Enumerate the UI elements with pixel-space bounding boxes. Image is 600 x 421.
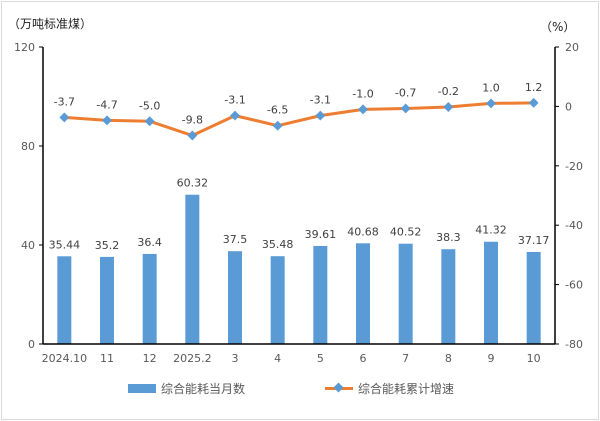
legend-item-bar: 综合能耗当月数 bbox=[128, 380, 245, 397]
bar-data-label: 37.5 bbox=[223, 233, 248, 246]
line-data-label: -0.7 bbox=[395, 86, 416, 99]
bar bbox=[185, 194, 200, 344]
bar bbox=[270, 256, 285, 344]
bar-data-label: 40.52 bbox=[390, 226, 422, 239]
line-point-marker bbox=[102, 115, 112, 126]
line-data-label: -3.1 bbox=[224, 94, 245, 107]
right-tick-label: -80 bbox=[565, 338, 583, 351]
x-tick-label: 6 bbox=[360, 352, 367, 365]
bar-data-label: 41.32 bbox=[475, 224, 507, 237]
left-unit-label: （万吨标准煤） bbox=[8, 17, 92, 31]
bar bbox=[398, 243, 413, 344]
growth-line bbox=[64, 101, 534, 138]
line-data-label: -3.7 bbox=[54, 95, 75, 108]
line-point-marker bbox=[272, 120, 283, 131]
legend-bar-label: 综合能耗当月数 bbox=[161, 382, 246, 396]
x-tick-label: 11 bbox=[100, 352, 114, 365]
left-tick-label: 40 bbox=[21, 239, 35, 252]
line-point-marker bbox=[486, 98, 496, 109]
bar bbox=[100, 256, 114, 344]
right-tick-label: -60 bbox=[565, 279, 583, 292]
left-tick-label: 80 bbox=[21, 140, 35, 153]
x-tick-label: 3 bbox=[232, 352, 239, 365]
line-data-label: -0.2 bbox=[438, 85, 459, 98]
bar bbox=[142, 253, 157, 344]
line-point-marker bbox=[144, 116, 155, 127]
line-point-marker bbox=[358, 104, 368, 115]
bar-data-label: 39.61 bbox=[305, 228, 337, 241]
x-tick-label: 12 bbox=[143, 352, 157, 365]
line-data-label: -6.5 bbox=[267, 104, 288, 117]
line-data-label: -1.0 bbox=[352, 87, 373, 100]
bar-data-label: 36.4 bbox=[137, 236, 162, 249]
bar bbox=[526, 252, 541, 344]
legend-line-swatch bbox=[325, 382, 353, 393]
bar-data-label: 35.44 bbox=[49, 238, 81, 251]
x-tick-label: 8 bbox=[445, 352, 452, 365]
bar-data-label: 37.17 bbox=[518, 234, 550, 247]
bar bbox=[484, 241, 498, 344]
x-tick-label: 2024.10 bbox=[42, 352, 88, 365]
x-tick-label: 2025.2 bbox=[173, 352, 212, 365]
legend-bar-swatch bbox=[128, 384, 156, 393]
bar-data-label: 35.48 bbox=[262, 238, 294, 251]
right-tick-label: -20 bbox=[565, 160, 583, 173]
line-point-marker bbox=[400, 103, 411, 114]
bar-data-label: 60.32 bbox=[177, 177, 209, 190]
left-tick-label: 0 bbox=[28, 338, 35, 351]
line-data-label: -9.8 bbox=[182, 114, 203, 127]
line-point-marker bbox=[59, 112, 70, 123]
line-point-marker bbox=[528, 97, 539, 108]
line-point-marker bbox=[187, 130, 198, 141]
right-tick-label: 0 bbox=[565, 100, 572, 113]
bar bbox=[441, 249, 456, 344]
bar bbox=[356, 243, 370, 344]
line-data-label: -3.1 bbox=[310, 94, 331, 107]
bar-data-label: 38.3 bbox=[436, 231, 461, 244]
line-data-label: -4.7 bbox=[96, 98, 117, 111]
x-tick-label: 7 bbox=[402, 352, 409, 365]
x-tick-label: 10 bbox=[527, 352, 541, 365]
bar bbox=[228, 251, 242, 344]
legend-line-label: 综合能耗累计增速 bbox=[358, 382, 455, 396]
line-data-label: 1.0 bbox=[482, 81, 500, 94]
x-tick-label: 9 bbox=[488, 352, 495, 365]
line-point-marker bbox=[230, 110, 240, 121]
bar bbox=[313, 245, 328, 344]
right-unit-label: （%） bbox=[540, 20, 575, 34]
x-tick-label: 4 bbox=[274, 352, 281, 365]
bar bbox=[57, 256, 72, 344]
right-tick-label: -40 bbox=[565, 219, 583, 232]
line-data-label: -5.0 bbox=[139, 99, 160, 112]
x-tick-label: 5 bbox=[317, 352, 324, 365]
line-data-label: 1.2 bbox=[525, 81, 543, 94]
bar-data-label: 40.68 bbox=[347, 225, 379, 238]
line-point-marker bbox=[315, 110, 326, 121]
right-tick-label: 20 bbox=[565, 41, 579, 54]
legend-item-line: 综合能耗累计增速 bbox=[325, 380, 454, 397]
left-tick-label: 120 bbox=[14, 41, 35, 54]
line-point-marker bbox=[443, 102, 454, 112]
bar-data-label: 35.2 bbox=[95, 239, 120, 252]
